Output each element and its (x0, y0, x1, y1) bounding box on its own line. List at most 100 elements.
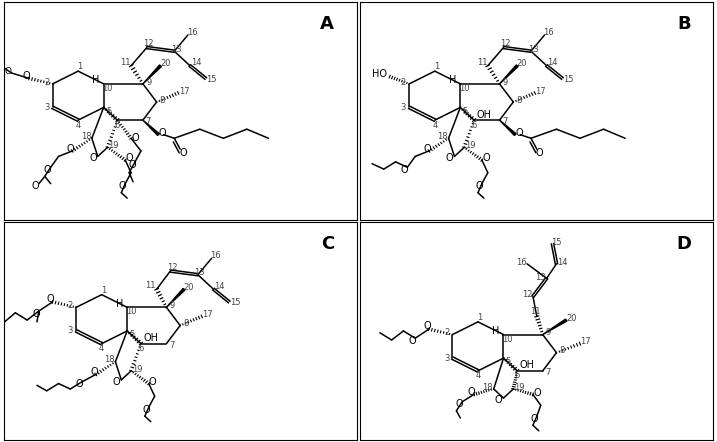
Text: H: H (115, 299, 123, 309)
Text: O: O (495, 395, 503, 405)
Text: 10: 10 (502, 335, 513, 343)
Text: 16: 16 (186, 28, 197, 37)
Text: 12: 12 (500, 39, 511, 48)
Text: 5: 5 (505, 357, 511, 366)
Text: 11: 11 (477, 57, 487, 67)
Text: 5: 5 (130, 330, 135, 339)
Text: OH: OH (143, 333, 158, 343)
Text: 17: 17 (536, 87, 546, 95)
Text: O: O (516, 128, 523, 138)
Text: 15: 15 (206, 75, 217, 84)
Text: O: O (533, 388, 541, 398)
Text: 4: 4 (475, 371, 480, 380)
Text: 1: 1 (77, 62, 82, 71)
Text: 2: 2 (401, 77, 406, 87)
Text: 14: 14 (214, 282, 224, 291)
Text: O: O (158, 128, 166, 138)
Text: 3: 3 (444, 354, 450, 362)
Text: O: O (128, 160, 136, 170)
Text: 1: 1 (435, 62, 440, 71)
Text: 1: 1 (101, 286, 106, 295)
Text: 11: 11 (146, 281, 156, 290)
Text: O: O (113, 377, 120, 387)
Text: 17: 17 (581, 337, 592, 347)
Text: 4: 4 (75, 121, 81, 130)
Text: O: O (67, 144, 74, 154)
Text: O: O (536, 148, 543, 158)
Text: 18: 18 (81, 132, 91, 141)
Text: O: O (423, 321, 431, 332)
Text: OH: OH (520, 360, 535, 370)
Text: O: O (32, 309, 39, 319)
Text: D: D (676, 235, 691, 253)
Text: O: O (467, 387, 475, 397)
Text: 15: 15 (563, 75, 574, 84)
Text: O: O (31, 181, 39, 191)
Text: O: O (482, 153, 490, 163)
Polygon shape (500, 65, 518, 84)
Text: 19: 19 (132, 365, 142, 373)
Text: 19: 19 (108, 141, 119, 150)
Text: O: O (90, 367, 98, 377)
Text: OH: OH (476, 110, 491, 120)
Text: 8: 8 (160, 95, 165, 105)
Text: 16: 16 (543, 28, 554, 37)
Text: 7: 7 (169, 341, 174, 350)
Text: 15: 15 (230, 298, 240, 307)
Text: 3: 3 (67, 327, 73, 335)
Text: O: O (423, 144, 431, 154)
Text: 17: 17 (179, 87, 189, 95)
Text: 5: 5 (462, 107, 468, 115)
Text: 5: 5 (106, 107, 111, 115)
Text: 16: 16 (516, 258, 526, 267)
Text: O: O (401, 165, 408, 175)
Text: H: H (92, 75, 100, 85)
Text: 20: 20 (160, 59, 171, 69)
Text: 11: 11 (120, 57, 130, 67)
Text: 9: 9 (170, 301, 175, 310)
Text: O: O (475, 181, 483, 191)
Text: 10: 10 (103, 84, 113, 93)
Text: O: O (530, 414, 538, 424)
Text: 8: 8 (516, 95, 522, 105)
Text: 4: 4 (432, 121, 437, 130)
Text: O: O (125, 153, 133, 163)
Text: 8: 8 (184, 319, 189, 328)
Text: 2: 2 (444, 328, 450, 337)
Text: 6: 6 (471, 121, 477, 130)
Text: O: O (142, 405, 150, 415)
Text: 15: 15 (551, 237, 561, 247)
Text: O: O (455, 400, 463, 409)
Text: 20: 20 (566, 314, 576, 323)
Text: 10: 10 (126, 307, 136, 316)
Text: 6: 6 (515, 371, 520, 380)
Polygon shape (143, 65, 161, 84)
Text: 2: 2 (67, 301, 73, 310)
Text: O: O (22, 71, 30, 81)
Text: 20: 20 (517, 59, 528, 69)
Text: 13: 13 (171, 45, 181, 54)
Text: 14: 14 (547, 58, 558, 68)
Text: 12: 12 (522, 290, 532, 299)
Text: 12: 12 (143, 39, 154, 48)
Text: 17: 17 (202, 310, 213, 319)
Text: A: A (320, 15, 334, 33)
Text: 18: 18 (104, 355, 115, 365)
Text: 8: 8 (560, 347, 565, 355)
Polygon shape (500, 120, 516, 136)
Text: H: H (449, 75, 456, 85)
Text: O: O (118, 181, 126, 191)
Text: O: O (179, 148, 187, 158)
Text: O: O (409, 336, 416, 346)
Text: 20: 20 (184, 283, 194, 292)
Text: 13: 13 (194, 268, 205, 278)
Text: C: C (320, 235, 334, 253)
Text: 18: 18 (437, 132, 448, 141)
Text: H: H (492, 326, 499, 336)
Text: 6: 6 (115, 121, 120, 130)
Polygon shape (143, 120, 159, 136)
Text: O: O (89, 153, 97, 163)
Text: 16: 16 (210, 251, 221, 260)
Text: 7: 7 (546, 368, 551, 377)
Text: 18: 18 (483, 383, 493, 392)
